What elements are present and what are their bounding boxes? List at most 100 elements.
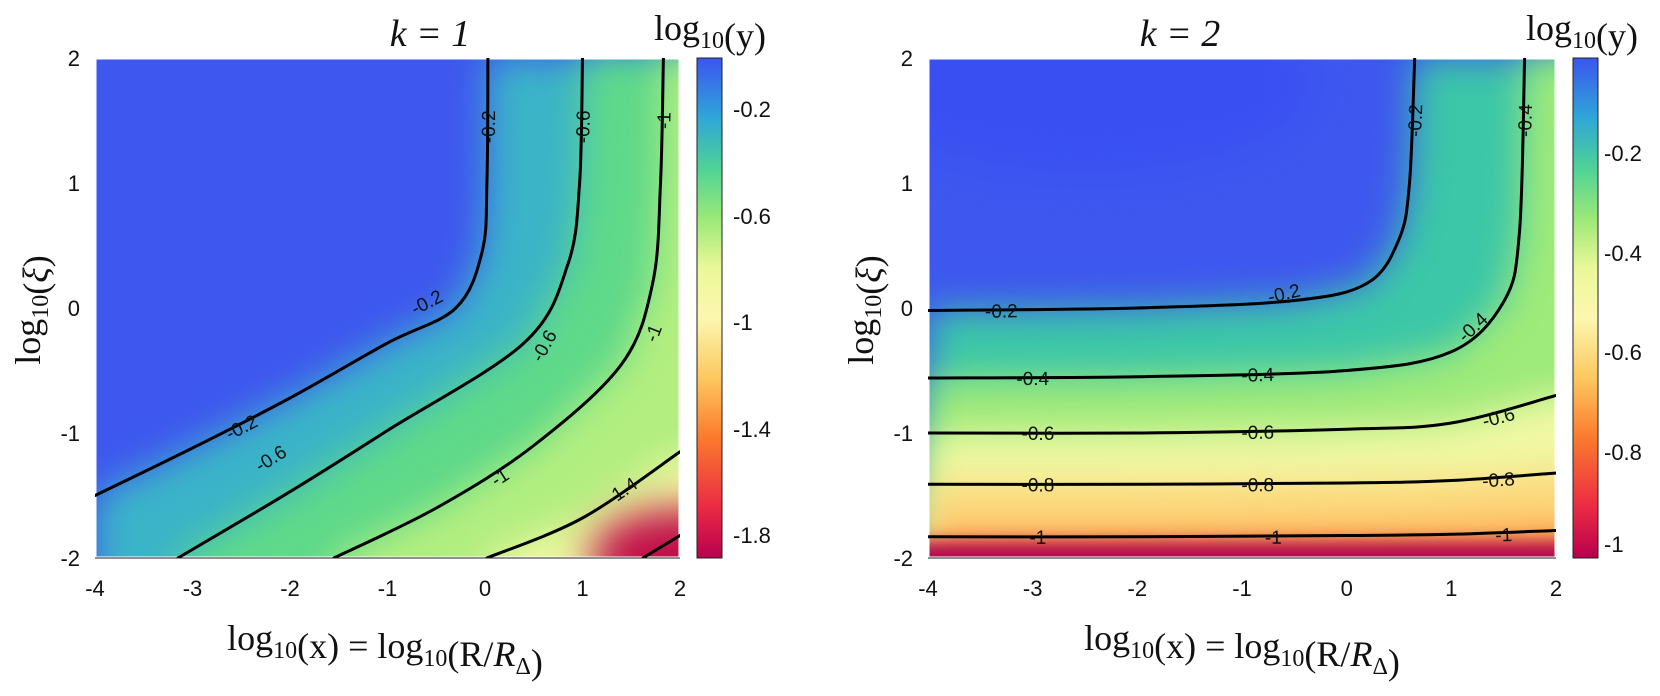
contour-label-text: -1: [1029, 528, 1046, 549]
contour-label: -0.4: [1515, 103, 1537, 137]
contour-label: -0.4: [1016, 369, 1049, 390]
y-tick: 2: [68, 46, 80, 71]
x-tick: -1: [378, 576, 398, 601]
contours-k2: -0.2-0.2-0.2-0.4 -0.4-0.4-0.4-0.6 -0.6-0.6…: [928, 58, 1556, 549]
colorbar-tick: -0.2: [733, 97, 771, 122]
x-tick: -4: [918, 576, 938, 601]
contour-label-text: -1: [641, 322, 667, 345]
contour-line: [928, 58, 1417, 312]
x-tick: 2: [1550, 576, 1562, 601]
y-axis-k1: -2 -1 0 1 2: [60, 46, 80, 571]
x-axis-k1: -4 -3 -2 -1 0 1 2: [85, 557, 686, 601]
colorbar-tick: -1: [733, 310, 753, 335]
contour-label: -0.6: [1241, 423, 1274, 445]
contour-label: -0.2: [479, 110, 500, 143]
colorbar-tick: -0.8: [1604, 440, 1642, 465]
contour-line: [928, 529, 1556, 539]
contour-label-text: -0.8: [1022, 475, 1055, 496]
colorbar-tick: -0.6: [733, 204, 771, 229]
contour-label-text: -0.4: [1241, 365, 1275, 387]
contour-label-text: -0.6: [1241, 423, 1274, 445]
x-tick: -2: [280, 576, 300, 601]
contour-label-text: -0.2: [985, 301, 1018, 322]
contour-line: [95, 58, 490, 497]
contour-label-text: -0.2: [479, 110, 500, 143]
colorbar-tick: -1.8: [733, 523, 771, 548]
x-tick: 1: [1445, 576, 1457, 601]
x-tick: -2: [1128, 576, 1148, 601]
x-tick: -3: [1023, 576, 1043, 601]
contour-label-text: -0.4: [1016, 369, 1049, 390]
y-tick: -2: [893, 546, 913, 571]
y-tick: 1: [68, 171, 80, 196]
contour-label: -0.8: [1241, 475, 1274, 496]
contour-line: [641, 534, 680, 558]
panel-k1: k = 1 -0.2-0.2-0.2-0.6-0.6-0.6-1-1-1-1.4…: [8, 8, 771, 682]
color-band: [333, 58, 680, 558]
y-tick: 1: [901, 171, 913, 196]
colorbar-tick: -1.4: [733, 417, 771, 442]
y-tick: 0: [68, 296, 80, 321]
contour-label-text: -1: [1265, 528, 1282, 549]
x-axis-label-k2: log10(x) = log10(R/RΔ): [1084, 618, 1400, 682]
colorbar-tick: -0.2: [1604, 141, 1642, 166]
contour-label-text: -1: [654, 112, 675, 129]
contour-label: -0.2: [1405, 104, 1427, 138]
contour-label: -1: [1029, 528, 1046, 549]
panel-title-k2: k = 2: [1140, 13, 1221, 55]
contour-label-text: -0.6: [573, 110, 595, 143]
y-axis-label-k2: log10(ξ): [841, 255, 889, 364]
contour-label: -1: [654, 112, 675, 129]
x-tick: -1: [1232, 576, 1252, 601]
color-band: [928, 58, 1315, 173]
contour-label-text: -0.2: [1405, 104, 1427, 138]
contour-label: -0.6: [1022, 424, 1055, 445]
colorbar-title-k2: log10(y): [1526, 8, 1638, 56]
panel-k2: k = 2 -0.2 -0.2 -0.2 -0.4 -0.4 -0.4 -0.4 -0.6 -0…: [841, 8, 1642, 682]
colorbar-tick: -0.4: [1604, 241, 1642, 266]
contour-label: -0.6: [573, 110, 595, 143]
color-band: [590, 508, 680, 558]
colorbar-tick: -1: [1604, 532, 1624, 557]
color-band: [928, 541, 1556, 558]
x-axis-label-k1: log10(x) = log10(R/RΔ): [227, 618, 543, 682]
y-tick: 0: [901, 296, 913, 321]
contour-label: -0.2: [985, 301, 1018, 322]
x-tick: 1: [576, 576, 588, 601]
y-axis-k2: -2 -1 0 1 2: [893, 46, 913, 571]
contour-label: -0.4: [1241, 365, 1275, 387]
heatmap-k1: [95, 58, 680, 558]
contour-line: [176, 58, 584, 558]
contour-label-text: -0.6: [1022, 424, 1055, 445]
contour-line: [332, 58, 665, 558]
contour-label: -1: [1495, 525, 1513, 547]
x-axis-k2: -4 -3 -2 -1 0 1 2: [918, 557, 1562, 601]
x-tick: 0: [479, 576, 491, 601]
y-axis-label-k1: log10(ξ): [8, 255, 56, 364]
contour-line: [928, 471, 1556, 486]
y-tick: -2: [60, 546, 80, 571]
contour-label: -0.8: [1022, 475, 1055, 496]
contour-label: -0.8: [1481, 469, 1515, 492]
x-tick: 2: [674, 576, 686, 601]
y-tick: -1: [60, 421, 80, 446]
panel-title-k1: k = 1: [390, 13, 471, 55]
x-tick: 0: [1341, 576, 1353, 601]
x-tick: -4: [85, 576, 105, 601]
x-tick: -3: [183, 576, 203, 601]
contour-line: [485, 450, 680, 558]
colorbar-tick: -0.6: [1604, 340, 1642, 365]
y-tick: 2: [901, 46, 913, 71]
contour-label-text: -1: [1495, 525, 1513, 547]
contour-label-text: -0.8: [1241, 475, 1274, 496]
y-tick: -1: [893, 421, 913, 446]
colorbar-title-k1: log10(y): [654, 8, 766, 56]
contour-line: [928, 58, 1527, 380]
contour-label-text: -0.8: [1481, 469, 1515, 492]
contour-line: [928, 394, 1556, 435]
colorbar-k2: log10(y) -0.2 -0.4 -0.6 -0.8 -1: [1526, 8, 1642, 559]
colorbar-k1: log10(y) -0.2 -0.6 -1 -1.4 -1.8: [654, 8, 771, 559]
contour-label-text: -0.4: [1515, 103, 1537, 137]
contour-label: -1: [1265, 528, 1282, 549]
